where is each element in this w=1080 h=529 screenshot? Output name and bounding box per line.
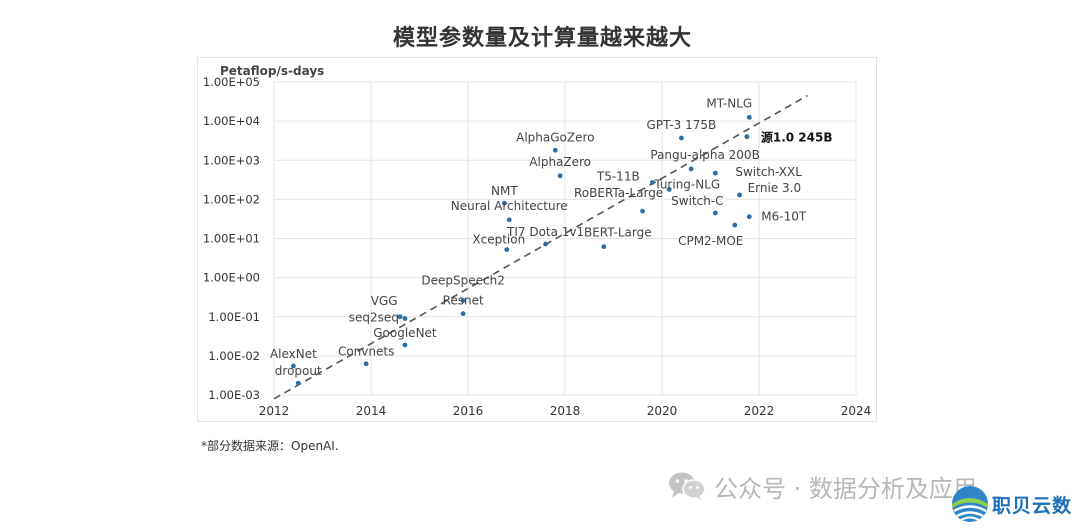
data-label: DeepSpeech2 bbox=[421, 274, 504, 288]
data-label: Convnets bbox=[338, 345, 394, 359]
data-label: T5-11B bbox=[596, 169, 640, 183]
data-label: CPM2-MOE bbox=[678, 234, 743, 248]
data-point bbox=[679, 135, 684, 141]
data-point bbox=[543, 241, 548, 247]
data-label: GoogleNet bbox=[373, 326, 437, 340]
data-label: NMT bbox=[491, 184, 518, 198]
chart-frame: 1.00E-03 1.00E-02 1.00E-01 1.00E+00 1.00E+01… bbox=[197, 57, 877, 422]
data-point bbox=[295, 380, 301, 386]
wechat-icon bbox=[669, 472, 706, 500]
x-tick-label: 2012 bbox=[259, 404, 290, 418]
data-label: Ernie 3.0 bbox=[748, 181, 802, 195]
data-point bbox=[666, 186, 672, 192]
scatter-plot: 1.00E-03 1.00E-02 1.00E-01 1.00E+00 1.00E+01… bbox=[203, 64, 872, 418]
data-point bbox=[649, 180, 655, 185]
data-label: Pangu-alpha 200B bbox=[650, 148, 759, 162]
y-tick-label: 1.00E-03 bbox=[208, 388, 260, 402]
data-label: MT-NLG bbox=[706, 96, 752, 110]
data-label: Resnet bbox=[443, 294, 484, 308]
data-point bbox=[746, 114, 752, 120]
data-label: AlexNet bbox=[270, 347, 317, 361]
brand: 职贝云数 bbox=[950, 484, 1072, 524]
y-tick-label: 1.00E+02 bbox=[203, 192, 260, 206]
data-point bbox=[557, 173, 563, 179]
data-label: Switch-XXL bbox=[735, 165, 802, 179]
data-label: M6-10T bbox=[761, 210, 807, 224]
data-label: RoBERTa-Large bbox=[574, 186, 663, 200]
watermark-text: 公众号 · 数据分析及应用 bbox=[714, 474, 977, 503]
x-tick-label: 2016 bbox=[453, 404, 484, 418]
x-tick-label: 2018 bbox=[550, 404, 581, 418]
data-point bbox=[402, 316, 408, 321]
y-tick-label: 1.00E+03 bbox=[203, 153, 260, 167]
data-point bbox=[640, 208, 645, 214]
data-label: Switch-C bbox=[671, 194, 723, 208]
data-label: VGG bbox=[371, 294, 398, 308]
data-point bbox=[402, 342, 408, 348]
data-point bbox=[291, 363, 296, 369]
data-label: GPT-3 175B bbox=[647, 118, 717, 132]
y-axis-label: Petaflop/s-days bbox=[220, 64, 324, 78]
data-label: Neural Architecture bbox=[451, 199, 568, 213]
data-point bbox=[363, 361, 369, 367]
data-point bbox=[737, 192, 742, 198]
data-label: Turing-NLG bbox=[653, 177, 720, 191]
data-label: TI7 Dota 1v1 bbox=[506, 225, 584, 239]
y-tick-label: 1.00E+05 bbox=[203, 75, 260, 89]
data-label: Xception bbox=[472, 233, 525, 247]
data-label: dropout bbox=[275, 364, 322, 378]
globe-logo-icon bbox=[952, 486, 988, 522]
data-point bbox=[688, 166, 694, 172]
data-label: AlphaGoZero bbox=[516, 130, 594, 144]
y-tick-label: 1.00E-01 bbox=[208, 310, 260, 324]
data-label: BERT-Large bbox=[584, 226, 652, 240]
data-point bbox=[732, 222, 738, 228]
data-point bbox=[601, 244, 607, 250]
data-point bbox=[501, 200, 507, 206]
x-tick-label: 2020 bbox=[647, 404, 678, 418]
trend-line bbox=[273, 94, 808, 400]
source-note: *部分数据来源：OpenAI. bbox=[201, 439, 339, 453]
x-tick-label: 2014 bbox=[356, 404, 387, 418]
data-point bbox=[552, 147, 558, 153]
watermark: 公众号 · 数据分析及应用 bbox=[668, 468, 977, 504]
data-point bbox=[746, 214, 752, 220]
x-tick-label: 2022 bbox=[744, 404, 775, 418]
data-point bbox=[397, 314, 403, 320]
brand-name: 职贝云数 bbox=[992, 494, 1073, 517]
data-point bbox=[712, 170, 718, 176]
data-label: seq2seq bbox=[349, 311, 399, 325]
chart-title: 模型参数量及计算量越来越大 bbox=[392, 26, 692, 51]
data-point bbox=[460, 298, 466, 303]
x-tick-label: 2024 bbox=[841, 404, 872, 418]
data-label: AlphaZero bbox=[529, 155, 591, 169]
data-point bbox=[506, 217, 512, 223]
y-tick-label: 1.00E-02 bbox=[208, 349, 260, 363]
data-point bbox=[712, 210, 718, 216]
y-tick-label: 1.00E+00 bbox=[203, 271, 260, 285]
y-tick-label: 1.00E+01 bbox=[203, 232, 260, 246]
y-tick-label: 1.00E+04 bbox=[203, 114, 260, 128]
data-point bbox=[504, 247, 510, 253]
data-point bbox=[744, 134, 750, 140]
data-point bbox=[460, 311, 466, 317]
data-label: 源1.0 245B bbox=[761, 130, 833, 145]
